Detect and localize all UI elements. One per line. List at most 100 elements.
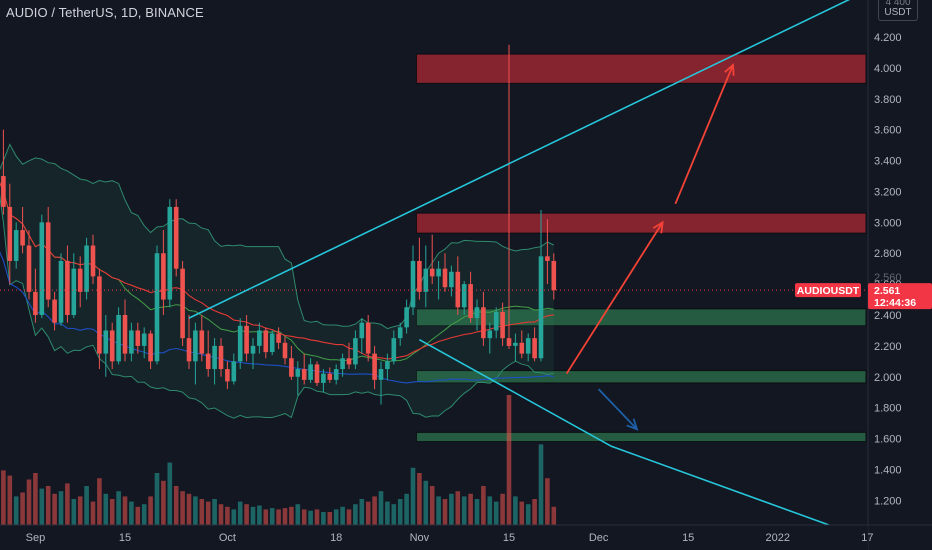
drawing-layer xyxy=(0,0,868,526)
price-tick-label: 4.200 xyxy=(874,32,902,44)
volume-bar-25 xyxy=(154,473,160,525)
volume-bar-11 xyxy=(65,483,70,525)
candle-body-38 xyxy=(237,325,243,362)
candle-body-1 xyxy=(1,176,6,207)
candle-body-57 xyxy=(359,322,365,339)
volume-bar-9 xyxy=(52,493,57,525)
moving-average-layer xyxy=(0,181,554,384)
volume-bar-75 xyxy=(474,499,480,525)
candle-body-56 xyxy=(353,338,358,365)
candle-body-29 xyxy=(180,268,185,339)
volume-bar-22 xyxy=(135,506,141,525)
volume-bar-52 xyxy=(327,512,333,525)
candle-body-30 xyxy=(186,338,192,362)
candle-body-14 xyxy=(84,245,89,292)
candle-body-80 xyxy=(506,338,512,346)
volume-bar-81 xyxy=(513,496,518,525)
candle-body-4 xyxy=(20,230,25,246)
price-tick-label: 2.200 xyxy=(874,341,902,353)
volume-bar-40 xyxy=(250,506,256,525)
volume-bar-13 xyxy=(77,496,83,525)
volume-bar-4 xyxy=(20,492,25,525)
supply-zone-1 xyxy=(415,212,867,234)
candle-body-24 xyxy=(148,333,153,362)
volume-bar-21 xyxy=(129,501,134,525)
candle-body-25 xyxy=(154,253,160,362)
candle-body-69 xyxy=(436,268,441,277)
volume-bar-24 xyxy=(148,496,153,525)
up-arrow-head-0 xyxy=(652,220,664,234)
candle-body-18 xyxy=(109,330,115,362)
time-tick-label: 18 xyxy=(330,532,342,544)
demand-zone-4 xyxy=(415,431,867,443)
volume-bar-53 xyxy=(333,509,339,525)
chart-title[interactable]: AUDIO / TetherUS, 1D, BINANCE xyxy=(6,5,204,20)
price-tick-label: 3.400 xyxy=(874,156,902,168)
symbol-tag-background xyxy=(795,283,861,298)
last-price-label: 2.561 xyxy=(874,285,900,297)
time-tick-label: Nov xyxy=(410,532,430,544)
volume-bar-85 xyxy=(538,444,544,525)
volume-bar-42 xyxy=(263,509,269,525)
currency-selector[interactable]: 4 400 USDT xyxy=(878,0,918,21)
volume-bar-44 xyxy=(276,509,281,525)
candle-body-5 xyxy=(26,245,32,292)
time-tick-label: 15 xyxy=(682,532,694,544)
rising-trendline-0 xyxy=(188,0,851,319)
bollinger-upper xyxy=(0,143,555,330)
candle-body-11 xyxy=(65,260,70,315)
price-tick-label: 3.600 xyxy=(874,125,902,137)
candle-body-40 xyxy=(250,345,256,354)
candle-body-31 xyxy=(193,330,198,362)
volume-bar-67 xyxy=(423,480,429,525)
volume-bar-6 xyxy=(33,473,38,525)
candle-body-6 xyxy=(33,291,38,315)
candle-body-45 xyxy=(282,342,288,359)
volume-bar-28 xyxy=(173,486,179,525)
volume-bar-86 xyxy=(545,478,550,525)
candle-body-55 xyxy=(346,358,352,365)
supply-zone-0 xyxy=(415,53,867,84)
volume-bar-31 xyxy=(193,496,198,525)
volume-bar-45 xyxy=(282,508,288,525)
volume-bar-2 xyxy=(7,475,13,525)
price-tick-label: 1.400 xyxy=(874,464,902,476)
candle-body-58 xyxy=(365,322,371,354)
volume-bar-16 xyxy=(97,478,102,525)
partial-price-label: 2.560 xyxy=(874,272,902,284)
candle-body-53 xyxy=(333,369,339,380)
volume-bar-82 xyxy=(519,501,525,525)
candle-body-86 xyxy=(545,256,550,261)
volume-bar-48 xyxy=(301,509,307,525)
up-arrow-shaft-0 xyxy=(565,221,664,375)
candle-body-63 xyxy=(397,327,403,339)
symbol-tag-label: AUDIOUSDT xyxy=(797,285,860,297)
candle-body-87 xyxy=(551,260,557,291)
candle-body-75 xyxy=(474,307,480,319)
candle-body-68 xyxy=(429,268,435,277)
time-tick-label: Sep xyxy=(26,532,46,544)
volume-bar-36 xyxy=(225,506,230,525)
volume-bar-33 xyxy=(205,501,211,525)
candle-body-16 xyxy=(97,276,102,354)
candle-body-27 xyxy=(167,206,173,300)
volume-bar-61 xyxy=(385,501,390,525)
volume-bar-66 xyxy=(417,473,422,525)
volume-bar-12 xyxy=(71,499,77,525)
candle-body-70 xyxy=(442,268,448,288)
candle-body-54 xyxy=(340,358,345,370)
volume-bar-17 xyxy=(103,493,109,525)
candle-body-34 xyxy=(212,345,217,370)
volume-bar-35 xyxy=(218,504,224,525)
falling-trendline-1 xyxy=(419,339,830,526)
volume-bar-71 xyxy=(449,493,454,525)
time-tick-label: 15 xyxy=(503,532,515,544)
volume-bar-79 xyxy=(500,493,505,525)
price-tick-label: 2.400 xyxy=(874,310,902,322)
candle-body-39 xyxy=(244,325,249,354)
volume-bar-8 xyxy=(45,486,51,525)
volume-bar-70 xyxy=(442,499,448,525)
price-tick-label: 4.000 xyxy=(874,63,902,75)
